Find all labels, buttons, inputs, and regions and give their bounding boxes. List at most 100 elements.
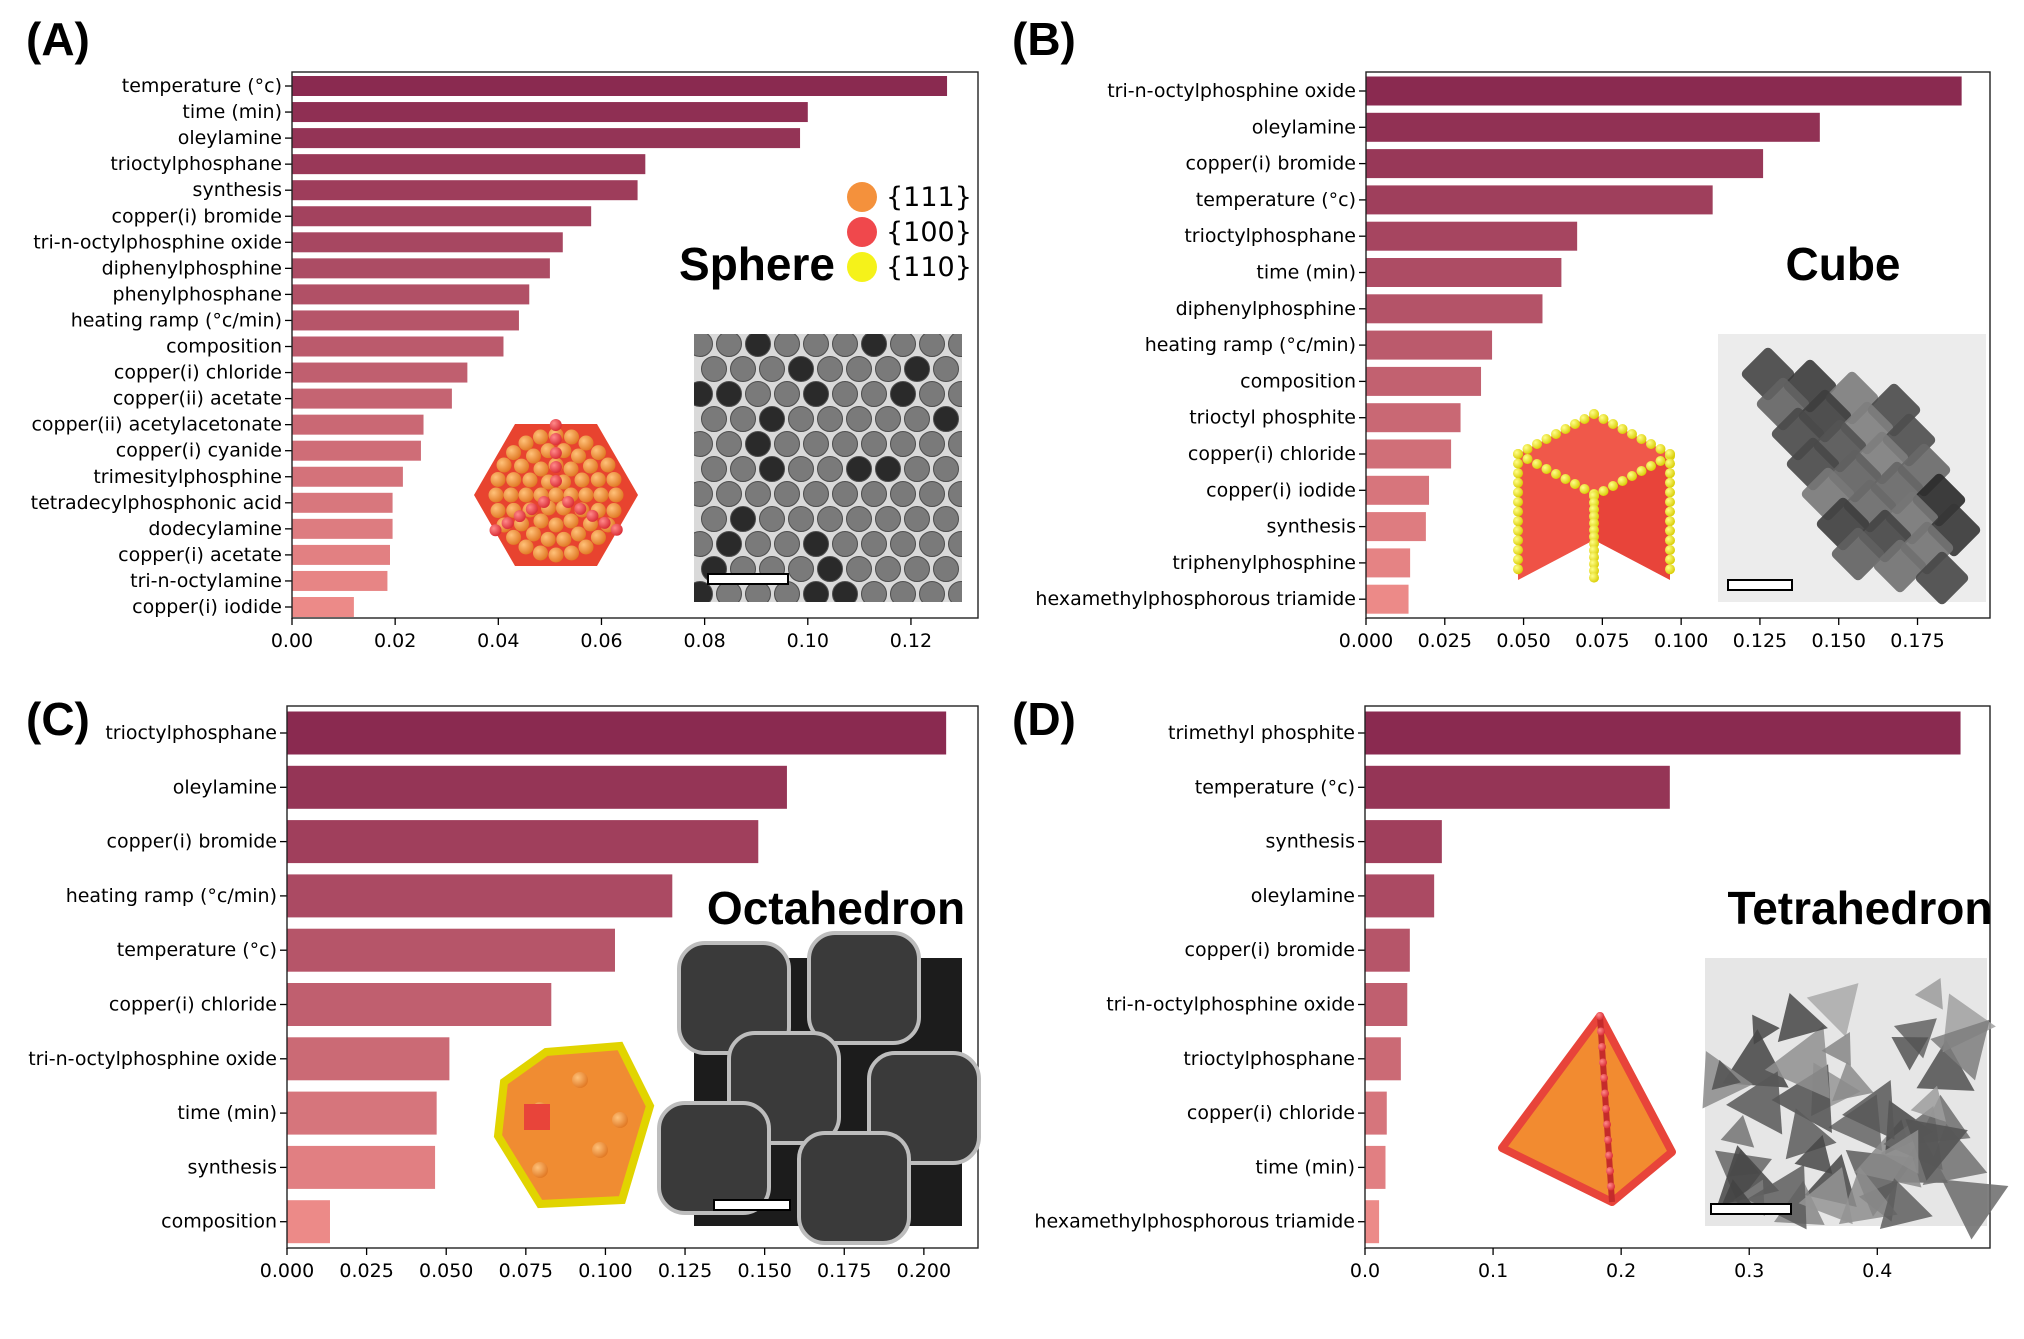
y-tick-label: time (min) (1255, 1156, 1355, 1178)
y-tick-label: heating ramp (°c/min) (71, 309, 282, 331)
x-tick-label: 0.06 (580, 630, 622, 652)
y-tick-label: composition (1240, 370, 1356, 392)
y-tick-label: copper(i) bromide (1186, 153, 1356, 175)
shape-title: Octahedron (707, 882, 965, 934)
x-tick-label: 0.000 (260, 1260, 314, 1282)
bar (292, 284, 530, 305)
y-tick-label: copper(i) iodide (1206, 479, 1356, 501)
y-tick-label: trioctylphosphane (1184, 225, 1356, 247)
y-tick-label: composition (166, 336, 282, 358)
bar (1365, 820, 1442, 864)
y-tick-label: time (min) (182, 101, 282, 123)
y-tick-label: oleylamine (173, 776, 277, 798)
scale-bar (1727, 579, 1793, 591)
y-tick-label: copper(ii) acetate (113, 388, 282, 410)
bar (287, 874, 673, 918)
x-tick-label: 0.00 (271, 630, 313, 652)
bar (1365, 1037, 1401, 1081)
bar (287, 711, 947, 755)
bar (292, 570, 388, 591)
tem-image-cube (1718, 334, 1986, 605)
scale-bar (707, 573, 789, 585)
bar (292, 206, 592, 227)
y-tick-label: diphenylphosphine (1176, 298, 1356, 320)
y-tick-label: temperature (°c) (122, 75, 282, 97)
y-tick-label: copper(i) bromide (107, 831, 277, 853)
x-tick-label: 0.050 (419, 1260, 473, 1282)
x-tick-label: 0.04 (477, 630, 519, 652)
x-tick-label: 0.175 (1890, 630, 1944, 652)
bar (1366, 294, 1543, 324)
bar (292, 492, 393, 513)
y-tick-label: triphenylphosphine (1172, 552, 1356, 574)
bar (1365, 1091, 1387, 1135)
bar (1366, 258, 1562, 287)
bar (287, 1037, 450, 1081)
x-tick-label: 0.4 (1862, 1260, 1892, 1282)
x-tick-label: 0.08 (683, 630, 725, 652)
y-tick-label: synthesis (1266, 831, 1355, 853)
bar (287, 928, 615, 972)
bar (1365, 928, 1410, 972)
legend-marker (847, 217, 877, 247)
x-tick-label: 0.125 (1733, 630, 1787, 652)
y-tick-label: synthesis (193, 179, 282, 201)
plot-frame (291, 71, 979, 619)
bar (1366, 584, 1409, 614)
x-tick-label: 0.075 (499, 1260, 553, 1282)
y-tick-label: time (min) (177, 1102, 277, 1124)
bar (287, 765, 787, 809)
bar (292, 388, 452, 409)
bar (292, 154, 646, 175)
x-tick-label: 0.125 (658, 1260, 712, 1282)
y-tick-label: hexamethylphosphorous triamide (1035, 588, 1356, 610)
bar (292, 544, 390, 565)
y-tick-label: tri-n-octylamine (130, 570, 282, 592)
bar (292, 362, 468, 383)
bar (1366, 475, 1430, 505)
tem-image-sphere (694, 334, 962, 602)
bar (1365, 711, 1961, 755)
x-tick-label: 0.150 (737, 1260, 791, 1282)
bar (292, 76, 948, 96)
y-tick-label: trioctylphosphane (110, 153, 282, 175)
shape-title: Tetrahedron (1728, 882, 1993, 934)
panel-label-d: (D) (1012, 693, 1076, 745)
y-tick-label: tri-n-octylphosphine oxide (28, 1048, 277, 1070)
bar (1365, 1200, 1380, 1244)
atomic-model-cube (1513, 409, 1675, 583)
y-tick-label: temperature (°c) (1195, 776, 1355, 798)
bar (1366, 548, 1411, 578)
y-tick-label: copper(i) bromide (1185, 939, 1355, 961)
tem-image-tetrahedron (1702, 958, 2009, 1240)
y-tick-label: tri-n-octylphosphine oxide (1107, 80, 1356, 102)
y-tick-label: synthesis (1267, 516, 1356, 538)
bar (1365, 983, 1408, 1026)
y-tick-label: heating ramp (°c/min) (1145, 334, 1356, 356)
y-tick-label: trimesitylphosphine (93, 466, 282, 488)
y-tick-label: temperature (°c) (1196, 189, 1356, 211)
y-tick-label: oleylamine (1251, 885, 1355, 907)
y-tick-label: copper(ii) acetylacetonate (31, 414, 282, 436)
x-tick-label: 0.100 (1654, 630, 1708, 652)
y-tick-label: copper(i) chloride (114, 362, 282, 384)
x-tick-label: 0.025 (339, 1260, 393, 1282)
bar (1366, 366, 1482, 396)
x-tick-label: 0.025 (1418, 630, 1472, 652)
scale-bar (713, 1199, 791, 1211)
facet-legend: {111} {100} {110} (847, 182, 972, 283)
bar (1366, 512, 1426, 542)
bar (1366, 330, 1493, 360)
y-tick-label: dodecylamine (148, 518, 282, 540)
bar (292, 180, 638, 201)
y-tick-label: copper(i) iodide (132, 596, 282, 618)
bar (1365, 765, 1670, 809)
bar (292, 597, 354, 617)
chart-panel-1: tri-n-octylphosphine oxide oleylamine copp… (1035, 71, 1991, 652)
y-tick-label: tri-n-octylphosphine oxide (33, 231, 282, 253)
y-tick-label: synthesis (188, 1156, 277, 1178)
y-tick-label: composition (161, 1211, 277, 1233)
legend-label: {111} (886, 182, 972, 213)
legend-marker (847, 252, 877, 282)
